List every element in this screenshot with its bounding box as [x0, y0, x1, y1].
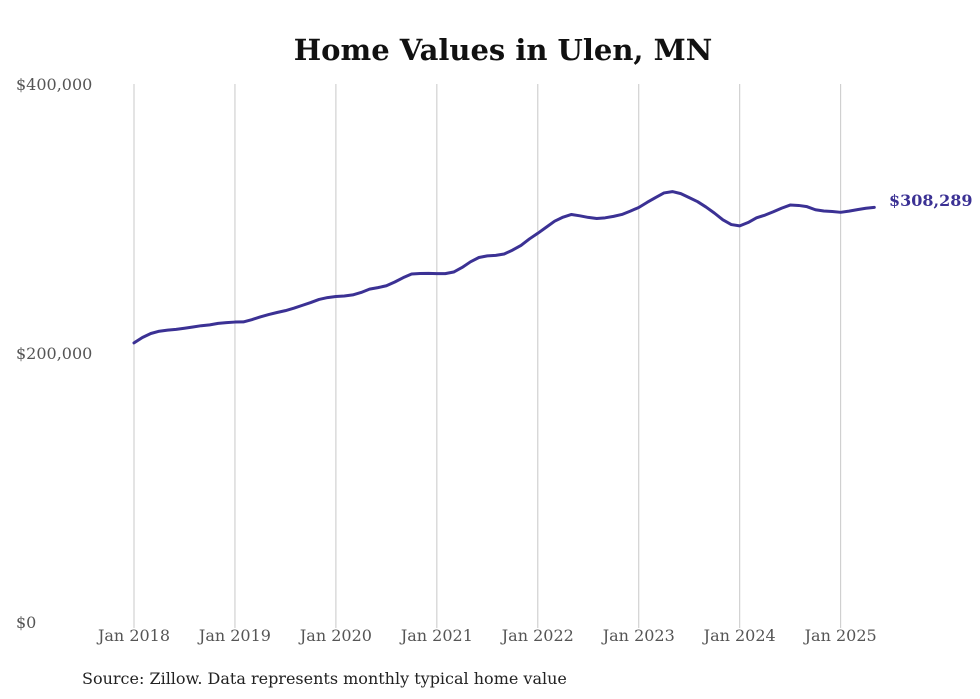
x-tick-label: Jan 2021 — [399, 626, 473, 645]
gridlines — [133, 84, 842, 628]
y-tick-label: $0 — [16, 613, 36, 632]
home-value-series-line — [132, 190, 876, 345]
x-tick-label: Jan 2024 — [702, 626, 776, 645]
x-tick-label: Jan 2022 — [500, 626, 574, 645]
x-tick-label: Jan 2020 — [298, 626, 372, 645]
source-note: Source: Zillow. Data represents monthly … — [82, 669, 567, 688]
x-tick-label: Jan 2025 — [803, 626, 877, 645]
x-tick-label: Jan 2023 — [601, 626, 675, 645]
x-axis-ticks: Jan 2018 Jan 2019 Jan 2020 Jan 2021 Jan 2022… — [96, 626, 877, 645]
y-axis-ticks: $0 $200,000 $400,000 — [16, 75, 92, 632]
series-line-group — [132, 190, 876, 345]
latest-value-label: $308,289 — [889, 191, 973, 210]
y-tick-label: $400,000 — [16, 75, 92, 94]
chart-title: Home Values in Ulen, MN — [294, 33, 712, 67]
x-tick-label: Jan 2018 — [96, 626, 170, 645]
x-tick-label: Jan 2019 — [197, 626, 271, 645]
y-tick-label: $200,000 — [16, 344, 92, 363]
